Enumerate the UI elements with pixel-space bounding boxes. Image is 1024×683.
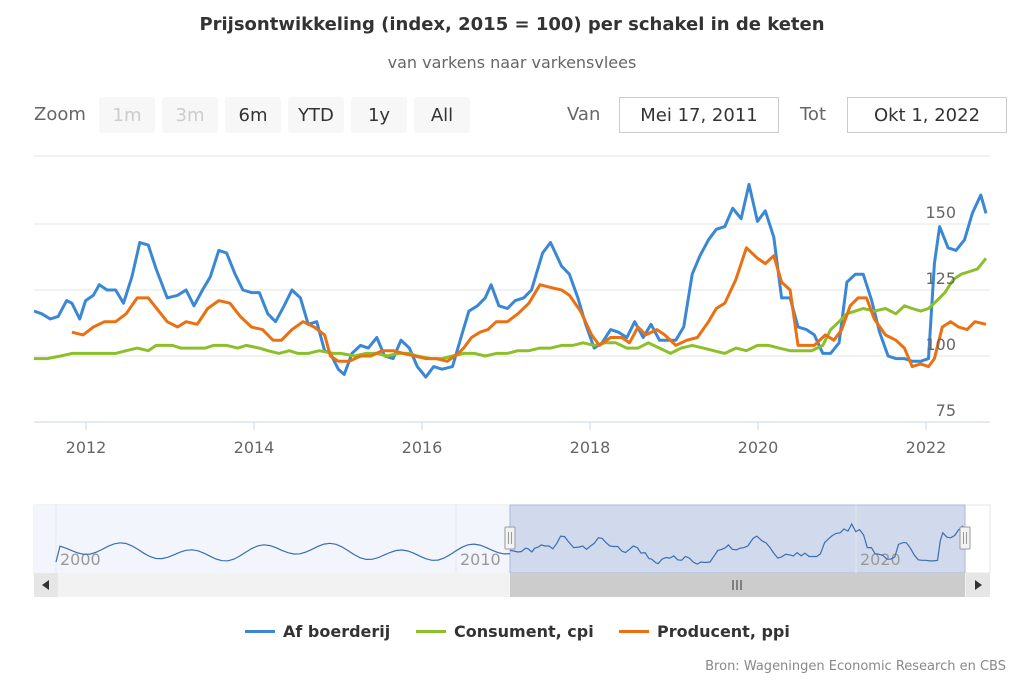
arrow-right-icon [975,580,982,590]
x-tick-label: 2018 [570,438,611,457]
x-tick-label: 2016 [402,438,443,457]
series-consument-line [34,257,988,361]
from-date-input[interactable]: Mei 17, 2011 [619,97,779,133]
x-tick-label: 2014 [234,438,275,457]
legend-item-consument[interactable]: Consument, cpi [416,622,594,641]
y-tick-label: 125 [925,269,956,288]
zoom-3m-button[interactable]: 3m [162,97,218,133]
legend: Af boerderij Consument, cpi Producent, p… [0,622,1024,646]
main-chart: 75 100 125 150 2012 2014 2016 2018 2020 2022 2000… [33,155,991,597]
x-tick-label: 2020 [738,438,779,457]
to-label: Tot [800,104,827,125]
credits: Bron: Wageningen Economic Research en CB… [705,659,1006,674]
arrow-left-icon [42,580,49,590]
chart-subtitle: van varkens naar varkensvlees [387,53,637,72]
x-tick-label: 2012 [66,438,107,457]
from-label: Van [567,104,601,125]
navigator-tick-label: 2020 [860,550,901,569]
navigator-left-handle[interactable] [504,526,516,550]
zoom-ytd-button[interactable]: YTD [288,97,344,133]
navigator-tick-label: 2000 [60,550,101,569]
navigator-history-line [55,542,511,563]
series-af-boerderij-line [34,182,988,379]
navigator-right-handle[interactable] [959,526,971,550]
legend-label-producent: Producent, ppi [657,622,790,641]
navigator-tick-label: 2010 [460,550,501,569]
legend-swatch-consument [416,630,446,633]
legend-swatch-af-boerderij [245,630,275,633]
navigator-outside-mask [34,505,510,573]
series-producent-line [71,246,987,369]
legend-label-af-boerderij: Af boerderij [283,622,391,641]
x-tick-label: 2022 [906,438,947,457]
navigator-series-line [509,522,966,565]
legend-item-producent[interactable]: Producent, ppi [619,622,790,641]
zoom-label: Zoom [34,104,86,125]
zoom-6m-button[interactable]: 6m [225,97,281,133]
legend-label-consument: Consument, cpi [454,622,594,641]
y-tick-label: 100 [925,335,956,354]
zoom-all-button[interactable]: All [414,97,470,133]
legend-item-af-boerderij[interactable]: Af boerderij [245,622,390,641]
to-date-input[interactable]: Okt 1, 2022 [847,97,1007,133]
zoom-1y-button[interactable]: 1y [351,97,407,133]
chart-title: Prijsontwikkeling (index, 2015 = 100) pe… [199,14,825,35]
zoom-1m-button[interactable]: 1m [99,97,155,133]
y-tick-label: 75 [936,401,956,420]
y-tick-label: 150 [925,203,956,222]
legend-swatch-producent [619,630,649,633]
